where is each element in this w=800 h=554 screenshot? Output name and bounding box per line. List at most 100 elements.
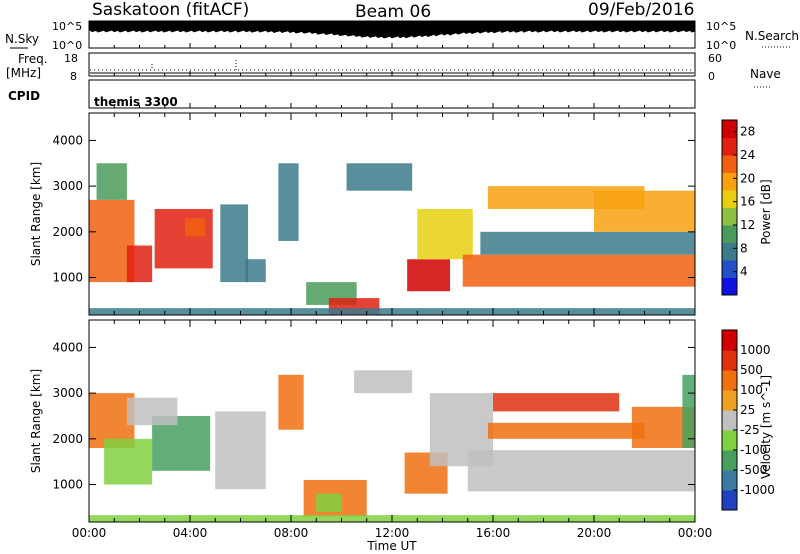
data-region [104, 438, 153, 485]
colorbar-tick-label: 1000 [740, 343, 771, 357]
nsearch-tick-top: 10^5 [706, 20, 736, 33]
colorbar-swatch [722, 242, 737, 261]
y-tick-label: 4000 [52, 340, 83, 354]
y-tick-label: 1000 [52, 271, 83, 285]
data-region [480, 231, 695, 255]
data-region [417, 208, 473, 260]
colorbar-swatch [722, 120, 737, 138]
colorbar-tick-label: -25 [740, 423, 760, 437]
nsearch-label: N.Search [745, 29, 799, 43]
station-title: Saskatoon (fitACF) [92, 0, 249, 20]
nsearch-tick-bottom: 10^0 [706, 39, 736, 52]
colorbar-swatch [722, 277, 737, 296]
colorbar-tick-label: -100 [740, 443, 767, 457]
data-region [245, 259, 266, 283]
colorbar-frame [721, 119, 738, 296]
colorbar-swatch [722, 155, 737, 173]
nsky-tick-top: 10^5 [52, 20, 82, 33]
colorbar-tick-label: 25 [740, 403, 755, 417]
velocity-colorbar: 1000 500 100 25 -25 -100 -500 -1000 [721, 329, 775, 511]
freq-tick-bottom: 8 [70, 70, 77, 83]
colorbar-swatch [722, 470, 737, 491]
nsky-label: N.Sky [5, 32, 39, 46]
y-tick-label: 3000 [52, 179, 83, 193]
colorbar-tick-label: 500 [740, 363, 763, 377]
x-tick-label: 04:00 [173, 526, 208, 540]
freq-label: Freq. [18, 52, 48, 66]
colorbar-swatch [722, 490, 737, 511]
data-region [407, 259, 451, 292]
nave-label: Nave [750, 67, 781, 81]
colorbar-tick-label: -1000 [740, 483, 775, 497]
colorbar-tick-label: 24 [740, 148, 755, 162]
power-colorbar-label: Power [dB] [759, 179, 773, 244]
colorbar-swatch [722, 370, 737, 391]
colorbar-tick-label: 20 [740, 171, 755, 185]
data-region [278, 374, 304, 430]
cpid-label: CPID [8, 89, 40, 103]
data-region [354, 370, 413, 394]
colorbar-swatch [722, 350, 737, 371]
velocity-axes: 1000 2000 3000 4000 [52, 320, 696, 522]
colorbar-tick-label: 16 [740, 195, 755, 209]
freq-tick-top: 18 [64, 52, 78, 65]
power-heatmap [89, 163, 695, 315]
data-region [126, 397, 178, 426]
cpid-value: themis 3300 [94, 95, 178, 109]
y-tick-label: 2000 [52, 432, 83, 446]
colorbar-swatch [722, 172, 737, 191]
time-axis-ticks: 00:00 04:00 08:00 12:00 16:00 20:00 00:00 [72, 526, 713, 540]
nave-tick-top: 60 [708, 52, 722, 65]
data-region [278, 163, 299, 241]
colorbar-swatch [722, 390, 737, 411]
data-region [184, 218, 206, 237]
data-region [215, 411, 266, 490]
x-tick-label: 16:00 [476, 526, 511, 540]
colorbar-frame [721, 329, 738, 511]
data-region [96, 163, 127, 200]
colorbar-tick-label: -500 [740, 463, 767, 477]
power-axes: 1000 2000 3000 4000 [52, 113, 696, 315]
x-tick-label: 00:00 [678, 526, 713, 540]
velocity-colorbar-label: Velocity [m s^-1] [759, 375, 773, 479]
colorbar-tick-label: 8 [740, 241, 748, 255]
date-title: 09/Feb/2016 [588, 0, 694, 20]
colorbar-swatch [722, 137, 737, 156]
colorbar-swatch [722, 190, 737, 208]
y-tick-label: 2000 [52, 225, 83, 239]
power-ylabel: Slant Range [km] [29, 162, 43, 266]
colorbar-swatch [722, 410, 737, 431]
y-tick-label: 1000 [52, 478, 83, 492]
y-tick-label: 4000 [52, 133, 83, 147]
data-region [346, 163, 413, 191]
nsky-tick-bottom: 10^0 [52, 39, 82, 52]
data-region [594, 190, 695, 232]
colorbar-tick-label: 12 [740, 218, 755, 232]
beam-title: Beam 06 [355, 2, 431, 22]
x-tick-label: 00:00 [72, 526, 107, 540]
time-axis-label: Time UT [366, 539, 417, 553]
x-tick-label: 12:00 [375, 526, 410, 540]
data-region [220, 204, 249, 283]
nave-tick-bottom: 0 [708, 70, 715, 83]
colorbar-tick-label: 28 [740, 125, 755, 139]
colorbar-swatch [722, 225, 737, 243]
data-region [493, 393, 620, 412]
colorbar-swatch [722, 430, 737, 451]
colorbar-swatch [722, 330, 737, 351]
data-region [126, 245, 153, 283]
freq-unit: [MHz] [6, 66, 41, 80]
velocity-ylabel: Slant Range [km] [29, 369, 43, 473]
y-tick-label: 3000 [52, 386, 83, 400]
power-colorbar: 4 8 12 16 20 24 28 [721, 119, 755, 296]
colorbar-tick-label: 4 [740, 265, 748, 279]
velocity-heatmap [89, 370, 695, 522]
colorbar-tick-label: 100 [740, 383, 763, 397]
nsky-trace [89, 21, 695, 39]
data-region [487, 422, 645, 439]
colorbar-swatch [722, 450, 737, 471]
data-region [462, 254, 695, 287]
data-region [682, 374, 695, 448]
x-tick-label: 20:00 [577, 526, 612, 540]
